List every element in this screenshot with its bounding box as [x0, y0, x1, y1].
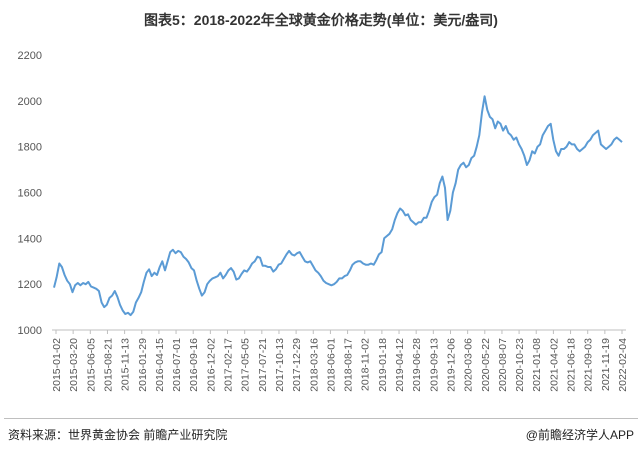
x-tick-label: 2017-05-05 — [240, 338, 252, 392]
x-tick-label: 2016-07-01 — [171, 338, 183, 392]
x-tick-label: 2016-01-29 — [137, 338, 149, 392]
x-tick-label: 2017-10-13 — [274, 338, 286, 392]
x-axis: 2015-01-02 2015-03-20 2015-06-05 2015-08-21… — [51, 329, 629, 392]
x-tick-label: 2016-09-16 — [188, 338, 200, 392]
x-tick-label: 2021-01-08 — [531, 338, 543, 392]
x-tick-label: 2019-04-12 — [394, 338, 406, 392]
x-tick-label: 2015-11-13 — [120, 338, 132, 391]
y-tick-label: 1000 — [18, 325, 42, 337]
x-tick-label: 2022-02-04 — [617, 338, 629, 392]
y-tick-label: 1200 — [18, 279, 42, 291]
x-tick-label: 2020-08-07 — [497, 338, 509, 392]
y-tick-label: 2000 — [18, 96, 42, 108]
x-tick-label: 2021-04-02 — [548, 338, 560, 392]
x-tick-label: 2017-02-17 — [223, 338, 235, 392]
x-tick-label: 2020-10-23 — [514, 338, 526, 392]
brand-credit: @前瞻经济学人APP — [525, 428, 634, 442]
x-tick-label: 2018-03-16 — [308, 338, 320, 392]
x-tick-label: 2019-12-06 — [445, 338, 457, 392]
x-tick-label: 2018-11-02 — [360, 338, 372, 391]
x-tick-label: 2015-06-05 — [85, 338, 97, 392]
x-tick-label: 2020-03-06 — [463, 338, 475, 392]
source-note: 资料来源：世界黄金协会 前瞻产业研究院 — [8, 428, 228, 442]
y-tick-label: 1800 — [18, 142, 42, 154]
x-tick-label: 2017-12-29 — [291, 338, 303, 392]
y-tick-label: 1600 — [18, 188, 42, 200]
x-tick-label: 2018-08-17 — [343, 338, 355, 392]
footer-divider — [4, 418, 638, 419]
x-tick-label: 2021-09-03 — [583, 338, 595, 392]
x-tick-label: 2020-05-22 — [480, 338, 492, 392]
x-tick-label: 2017-07-21 — [257, 338, 269, 392]
y-tick-label: 2200 — [18, 50, 42, 62]
y-axis: 1000 1200 1400 1600 1800 2000 2200 — [18, 50, 42, 337]
x-tick-label: 2019-09-13 — [428, 338, 440, 392]
x-tick-label: 2016-12-02 — [205, 338, 217, 392]
x-tick-label: 2015-01-02 — [51, 338, 63, 392]
x-tick-label: 2015-08-21 — [102, 338, 114, 392]
y-tick-label: 1400 — [18, 233, 42, 245]
x-tick-label: 2021-11-19 — [600, 338, 612, 391]
chart-title: 图表5：2018-2022年全球黄金价格走势(单位：美元/盎司) — [144, 12, 498, 28]
x-tick-label: 2019-06-28 — [411, 338, 423, 392]
x-tick-label: 2018-06-01 — [325, 338, 337, 392]
series-layer — [53, 95, 623, 317]
x-tick-label: 2021-06-18 — [566, 338, 578, 392]
x-tick-label: 2016-04-15 — [154, 338, 166, 392]
gold-price-series-line — [53, 95, 623, 317]
x-tick-label: 2015-03-20 — [68, 338, 80, 392]
x-tick-label: 2019-01-18 — [377, 338, 389, 392]
